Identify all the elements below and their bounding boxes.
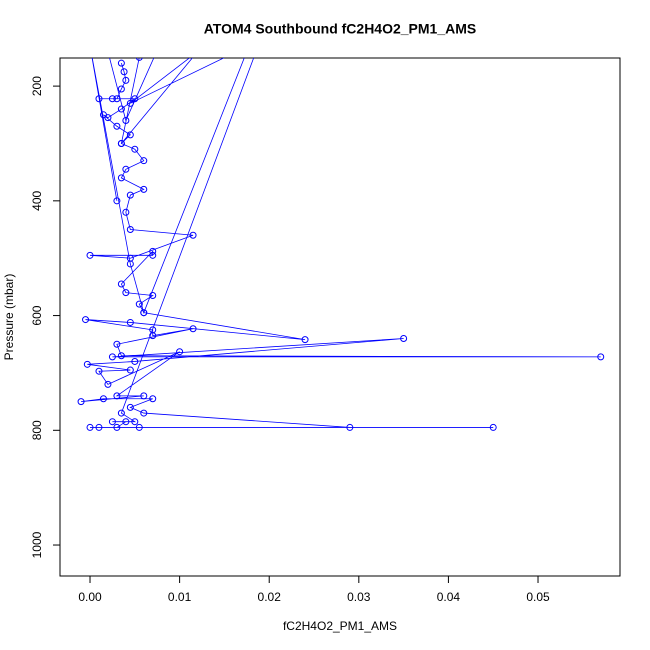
data-point: [99, 111, 107, 119]
data-point: [400, 335, 408, 343]
data-point: [195, 49, 201, 55]
data-point: [117, 85, 125, 93]
data-point: [131, 418, 139, 426]
y-tick-label: 1000: [30, 531, 44, 558]
data-point: [176, 348, 184, 356]
data-point: [113, 197, 121, 205]
data-point: [122, 418, 130, 426]
data-point: [117, 174, 125, 182]
data-point: [140, 392, 148, 400]
data-point: [87, 43, 93, 49]
data-point: [104, 380, 112, 388]
x-axis-label: fC2H4O2_PM1_AMS: [283, 619, 397, 633]
data-point: [117, 280, 125, 288]
data-point: [113, 392, 121, 400]
data-point: [113, 95, 121, 103]
y-tick-label: 400: [30, 191, 44, 211]
x-tick-label: 0.04: [437, 590, 461, 604]
data-point: [489, 423, 497, 431]
data-point: [159, 37, 165, 43]
y-tick-label: 600: [30, 305, 44, 325]
data-point: [149, 291, 157, 299]
data-point: [126, 99, 134, 107]
data-point: [301, 336, 309, 344]
x-tick-label: 0.02: [258, 590, 282, 604]
data-point: [86, 251, 94, 259]
x-tick-label: 0.03: [347, 590, 371, 604]
data-point: [346, 423, 354, 431]
data-point: [120, 68, 128, 76]
x-tick-label: 0.05: [526, 590, 550, 604]
data-point: [117, 352, 125, 360]
data-line: [81, 58, 601, 428]
data-point: [131, 357, 139, 365]
data-point: [126, 366, 134, 374]
data-point: [82, 316, 90, 324]
data-point: [140, 309, 148, 317]
data-point: [126, 318, 134, 326]
x-tick-label: 0.00: [78, 590, 102, 604]
plot-frame: [59, 57, 621, 577]
data-point: [122, 289, 130, 297]
data-point: [117, 409, 125, 417]
data-point: [100, 31, 106, 37]
data-point: [113, 340, 121, 348]
data-point: [140, 409, 148, 417]
data-point: [126, 131, 134, 139]
data-point: [117, 59, 125, 67]
data-point: [108, 418, 116, 426]
chart-title: ATOM4 Southbound fC2H4O2_PM1_AMS: [204, 21, 477, 37]
data-point: [122, 117, 130, 125]
data-point: [189, 325, 197, 333]
data-point: [189, 231, 197, 239]
data-point: [95, 423, 103, 431]
data-point: [140, 185, 148, 193]
data-point: [126, 403, 134, 411]
data-point: [122, 165, 130, 173]
data-point: [597, 353, 605, 361]
plot-area: [77, 31, 605, 431]
data-point: [149, 332, 157, 340]
data-point: [86, 423, 94, 431]
data-point: [108, 353, 116, 361]
data-point: [126, 260, 134, 268]
data-point: [126, 191, 134, 199]
data-point: [135, 58, 143, 61]
data-point: [113, 122, 121, 130]
x-tick-label: 0.01: [168, 590, 192, 604]
data-point: [131, 145, 139, 153]
data-point: [257, 37, 263, 43]
y-tick-label: 800: [30, 420, 44, 440]
data-point: [149, 247, 157, 255]
y-axis-label: Pressure (mbar): [2, 274, 16, 361]
data-point: [95, 367, 103, 375]
data-point: [117, 139, 125, 147]
data-point: [77, 398, 85, 406]
data-point: [95, 95, 103, 103]
data-point: [149, 251, 157, 259]
data-point: [122, 76, 130, 84]
data-point: [131, 95, 139, 103]
data-point: [140, 157, 148, 165]
data-point: [83, 360, 91, 368]
data-point: [135, 300, 143, 308]
data-point: [122, 208, 130, 216]
data-point: [99, 395, 107, 403]
data-point: [117, 105, 125, 113]
data-point: [126, 226, 134, 234]
data-point: [135, 423, 143, 431]
y-tick-label: 200: [30, 76, 44, 96]
data-point: [108, 95, 116, 103]
data-point: [113, 423, 121, 431]
data-point: [149, 395, 157, 403]
